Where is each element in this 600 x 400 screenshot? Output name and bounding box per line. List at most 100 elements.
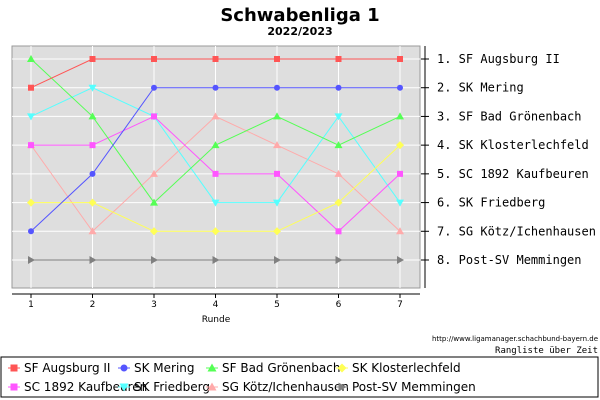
series: [27, 55, 404, 206]
data-point: [397, 256, 404, 264]
legend-swatch-marker: [10, 364, 18, 372]
data-point: [151, 84, 157, 91]
data-point: [150, 198, 158, 206]
data-point: [396, 227, 404, 235]
data-point: [27, 55, 35, 62]
data-point: [89, 256, 97, 264]
legend-entry: SK Friedberg: [118, 380, 210, 394]
data-point: [150, 169, 158, 177]
data-point: [334, 198, 343, 207]
right-labels: 1. SF Augsburg II 2. SK Mering 3. SF Bad G…: [437, 52, 596, 267]
data-point: [150, 227, 158, 236]
rank-label: 7. SG Kötz/Ichenhausen: [437, 224, 596, 238]
legend-items: SF Augsburg II SK Mering SF Bad Grönenbach…: [8, 361, 476, 394]
data-point: [334, 169, 343, 177]
data-point: [88, 198, 97, 207]
data-point: [27, 198, 35, 207]
data-point: [212, 56, 219, 62]
legend-swatch-marker: [207, 363, 217, 372]
legend-label: SG Kötz/Ichenhausen: [222, 380, 349, 394]
source-url: http://www.ligamanager.schachbund-bayern…: [432, 335, 598, 343]
data-point: [27, 113, 35, 121]
x-tick-label: 2: [90, 300, 96, 310]
data-point: [397, 170, 403, 177]
series-layer: [27, 55, 404, 264]
data-point: [273, 141, 281, 149]
data-point: [397, 84, 403, 91]
data-point: [28, 142, 34, 149]
axes: 1 2 3 4 5 6 7: [12, 46, 429, 310]
x-tick-label: 1: [28, 300, 34, 310]
data-point: [334, 141, 343, 149]
rank-label: 2. SK Mering: [437, 81, 524, 95]
data-point: [334, 113, 343, 121]
legend-entry: SK Klosterlechfeld: [336, 361, 461, 375]
legend-label: SF Bad Grönenbach: [222, 361, 340, 375]
legend-label: Post-SV Memmingen: [352, 380, 476, 394]
legend-swatch-marker: [338, 382, 347, 392]
legend-entry: SC 1892 Kaufbeuren: [8, 380, 147, 394]
legend-swatch-marker: [337, 363, 347, 373]
chart-subtitle: 2022/2023: [267, 25, 332, 38]
x-tick-label: 4: [213, 300, 219, 310]
footer-note: Rangliste über Zeit: [495, 346, 598, 356]
series: [27, 84, 404, 207]
series: [28, 256, 404, 264]
data-point: [335, 256, 343, 264]
rank-label: 1. SF Augsburg II: [437, 52, 560, 66]
x-tick-label: 6: [336, 300, 342, 310]
data-point: [211, 199, 220, 207]
data-point: [274, 56, 280, 62]
data-point: [211, 141, 220, 149]
series: [27, 141, 404, 236]
legend-swatch-marker: [120, 364, 128, 372]
data-point: [89, 170, 96, 177]
x-tick-label: 7: [397, 300, 403, 310]
series: [28, 56, 403, 91]
data-point: [212, 170, 219, 177]
data-point: [212, 256, 220, 264]
legend-entry: SG Kötz/Ichenhausen: [206, 380, 349, 394]
rank-label: 3. SF Bad Grönenbach: [437, 109, 582, 123]
legend-label: SK Friedberg: [134, 380, 210, 394]
data-point: [28, 228, 34, 235]
legend-label: SF Augsburg II: [24, 361, 110, 375]
data-point: [89, 142, 96, 149]
data-point: [88, 112, 97, 120]
legend-label: SC 1892 Kaufbeuren: [24, 380, 147, 394]
legend-entry: Post-SV Memmingen: [336, 380, 476, 394]
rank-label: 6. SK Friedberg: [437, 196, 545, 210]
legend-entry: SK Mering: [118, 361, 195, 375]
data-point: [28, 84, 34, 91]
data-point: [28, 256, 35, 264]
x-tick-label: 5: [274, 300, 280, 310]
data-point: [89, 56, 96, 62]
x-tick-label: 3: [151, 300, 157, 310]
data-point: [88, 227, 97, 235]
data-point: [211, 227, 220, 236]
legend-label: SK Mering: [134, 361, 195, 375]
data-point: [151, 256, 158, 264]
data-point: [212, 84, 219, 91]
data-point: [335, 84, 342, 91]
rank-label: 8. Post-SV Memmingen: [437, 253, 582, 267]
data-point: [274, 170, 280, 177]
legend-entry: SF Augsburg II: [8, 361, 110, 375]
data-point: [274, 256, 281, 264]
data-point: [397, 56, 403, 62]
legend-swatch-marker: [207, 382, 217, 391]
data-point: [335, 228, 342, 235]
data-point: [396, 199, 404, 207]
data-point: [274, 84, 280, 91]
chart-title: Schwabenliga 1: [220, 5, 379, 26]
series: [28, 113, 403, 235]
data-point: [211, 112, 220, 120]
data-point: [88, 84, 97, 92]
data-point: [151, 113, 157, 120]
legend-label: SK Klosterlechfeld: [352, 361, 461, 375]
data-point: [151, 56, 157, 62]
legend-swatch-marker: [10, 383, 18, 391]
rank-label: 5. SC 1892 Kaufbeuren: [437, 167, 589, 181]
data-point: [273, 199, 281, 207]
